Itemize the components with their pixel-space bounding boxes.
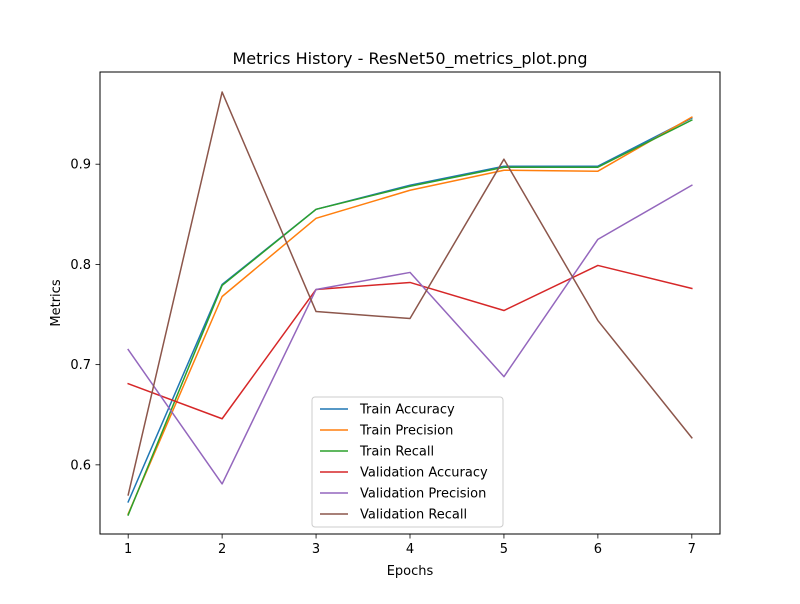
x-tick-label: 1 — [124, 542, 132, 557]
y-axis-ticks: 0.6 0.7 0.8 0.9 — [70, 158, 100, 473]
legend-label: Validation Precision — [360, 487, 486, 502]
x-tick-label: 2 — [218, 542, 226, 557]
chart-title: Metrics History - ResNet50_metrics_plot.… — [232, 49, 587, 69]
x-tick-label: 4 — [406, 542, 414, 557]
legend: Train Accuracy Train Precision Train Recal… — [311, 396, 504, 528]
legend-label: Validation Accuracy — [360, 466, 488, 481]
legend-label: Train Accuracy — [359, 403, 455, 418]
series-line-validation-accuracy — [127, 264, 693, 420]
x-axis-label: Epochs — [387, 564, 434, 579]
legend-label: Validation Recall — [360, 508, 467, 523]
y-tick-label: 0.6 — [70, 458, 91, 473]
series-line-train-recall — [127, 119, 693, 516]
series-line-validation-precision — [127, 184, 693, 485]
legend-items: Train Accuracy Train Precision Train Recal… — [320, 403, 488, 523]
x-tick-label: 5 — [500, 542, 508, 557]
y-tick-label: 0.7 — [70, 358, 91, 373]
x-tick-label: 7 — [688, 542, 696, 557]
series-layer — [127, 91, 693, 516]
series-line-train-precision — [127, 116, 693, 515]
legend-label: Train Precision — [359, 424, 453, 439]
x-tick-label: 3 — [312, 542, 320, 557]
y-tick-label: 0.9 — [70, 158, 91, 173]
plot-frame — [99, 71, 721, 535]
series-line-train-accuracy — [127, 117, 693, 503]
y-axis-label: Metrics — [49, 279, 64, 326]
legend-box — [311, 396, 504, 528]
y-tick-label: 0.8 — [70, 258, 91, 273]
legend-label: Train Recall — [359, 445, 434, 460]
series-line-validation-recall — [127, 91, 693, 496]
x-tick-label: 6 — [594, 542, 602, 557]
x-axis-ticks: 1 2 3 4 5 6 7 — [124, 534, 696, 557]
